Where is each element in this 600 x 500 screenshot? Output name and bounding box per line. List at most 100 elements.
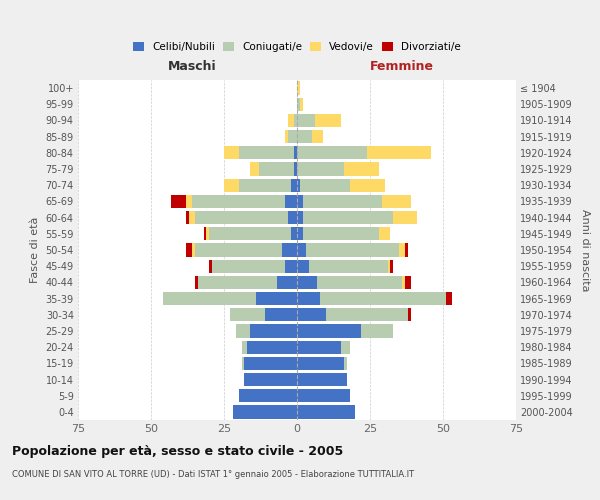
Bar xyxy=(192,195,286,208)
Bar xyxy=(367,146,431,160)
Bar xyxy=(344,162,379,175)
Bar xyxy=(306,244,399,256)
Bar xyxy=(303,195,382,208)
Bar xyxy=(230,308,265,322)
Bar xyxy=(297,340,341,354)
Bar xyxy=(288,130,297,143)
Bar xyxy=(297,406,355,418)
Bar xyxy=(405,276,411,289)
Bar xyxy=(195,276,198,289)
Bar xyxy=(297,244,306,256)
Bar xyxy=(294,114,297,127)
Bar xyxy=(294,162,297,175)
Bar xyxy=(382,195,411,208)
Bar xyxy=(288,114,294,127)
Bar xyxy=(195,244,283,256)
Bar xyxy=(317,276,402,289)
Text: Femmine: Femmine xyxy=(370,60,434,73)
Bar xyxy=(341,340,350,354)
Bar xyxy=(192,244,195,256)
Bar xyxy=(250,324,297,338)
Bar xyxy=(297,373,347,386)
Bar xyxy=(303,211,394,224)
Bar xyxy=(242,356,244,370)
Bar xyxy=(297,389,350,402)
Bar xyxy=(283,244,297,256)
Bar xyxy=(244,356,297,370)
Bar xyxy=(172,195,186,208)
Bar xyxy=(297,98,300,111)
Bar xyxy=(391,260,394,273)
Bar xyxy=(286,130,288,143)
Bar xyxy=(303,227,379,240)
Bar xyxy=(209,260,212,273)
Bar xyxy=(300,178,350,192)
Text: Popolazione per età, sesso e stato civile - 2005: Popolazione per età, sesso e stato civil… xyxy=(12,445,343,458)
Bar xyxy=(308,260,388,273)
Bar xyxy=(198,276,277,289)
Bar xyxy=(311,130,323,143)
Bar xyxy=(297,146,367,160)
Bar xyxy=(224,146,239,160)
Bar xyxy=(297,178,300,192)
Bar xyxy=(394,211,417,224)
Bar xyxy=(256,292,297,305)
Bar xyxy=(186,211,189,224)
Bar xyxy=(186,244,192,256)
Bar xyxy=(259,162,294,175)
Bar xyxy=(195,211,288,224)
Bar xyxy=(277,276,297,289)
Bar xyxy=(361,324,394,338)
Bar xyxy=(244,373,297,386)
Bar xyxy=(297,211,303,224)
Text: Maschi: Maschi xyxy=(167,60,216,73)
Bar xyxy=(297,227,303,240)
Y-axis label: Anni di nascita: Anni di nascita xyxy=(580,209,590,291)
Bar xyxy=(297,82,300,94)
Bar xyxy=(297,260,308,273)
Y-axis label: Fasce di età: Fasce di età xyxy=(30,217,40,283)
Bar xyxy=(291,227,297,240)
Bar xyxy=(297,195,303,208)
Bar xyxy=(233,406,297,418)
Bar xyxy=(399,244,405,256)
Bar xyxy=(379,227,391,240)
Bar xyxy=(297,308,326,322)
Bar xyxy=(189,211,195,224)
Bar xyxy=(239,389,297,402)
Bar xyxy=(388,260,391,273)
Bar xyxy=(288,211,297,224)
Bar xyxy=(163,292,256,305)
Bar xyxy=(297,324,361,338)
Bar xyxy=(286,195,297,208)
Bar xyxy=(344,356,347,370)
Bar xyxy=(247,340,297,354)
Bar xyxy=(297,114,314,127)
Bar xyxy=(250,162,259,175)
Bar xyxy=(242,340,247,354)
Bar xyxy=(206,227,209,240)
Bar xyxy=(300,98,303,111)
Bar xyxy=(265,308,297,322)
Bar xyxy=(297,162,344,175)
Bar xyxy=(286,260,297,273)
Bar xyxy=(239,146,294,160)
Bar xyxy=(408,308,411,322)
Bar xyxy=(446,292,452,305)
Bar xyxy=(297,292,320,305)
Bar xyxy=(239,178,291,192)
Bar xyxy=(224,178,239,192)
Bar xyxy=(350,178,385,192)
Bar xyxy=(212,260,286,273)
Bar xyxy=(314,114,341,127)
Bar xyxy=(297,276,317,289)
Bar xyxy=(203,227,206,240)
Bar xyxy=(294,146,297,160)
Bar xyxy=(291,178,297,192)
Bar xyxy=(209,227,291,240)
Bar xyxy=(297,356,344,370)
Bar xyxy=(402,276,405,289)
Bar xyxy=(236,324,250,338)
Bar xyxy=(405,244,408,256)
Bar xyxy=(320,292,446,305)
